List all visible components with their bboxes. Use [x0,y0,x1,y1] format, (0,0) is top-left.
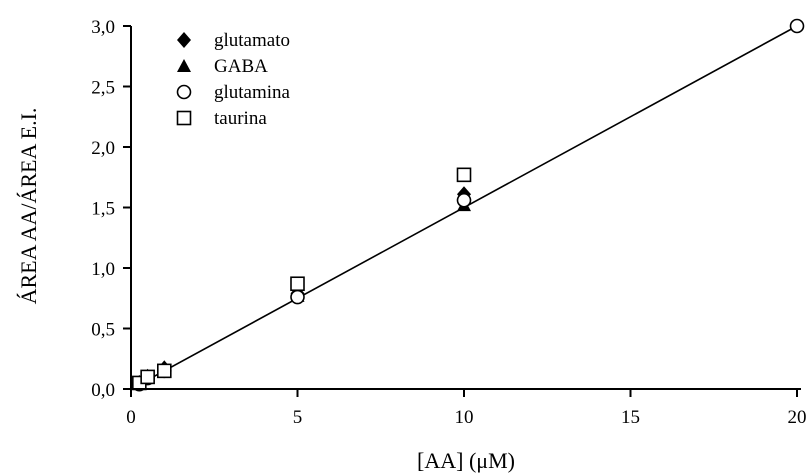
x-tick-label: 20 [788,407,807,428]
x-tick-label: 0 [126,407,136,428]
y-axis-title: ÁREA AA/ÁREA E.I. [16,108,41,305]
y-tick-label: 2,0 [91,138,115,159]
legend-label-gaba: GABA [214,56,268,77]
y-tick-label: 2,5 [91,78,115,99]
legend-label-taurina: taurina [214,108,267,129]
legend-marker-gaba [177,59,191,72]
y-tick-label: 3,0 [91,17,115,38]
taurina-point [456,167,472,183]
legend-marker-taurina [176,110,192,126]
glutamina-point [456,192,472,208]
legend-marker-glutamina [176,84,192,100]
taurina-point [140,369,155,385]
y-tick-label: 1,0 [91,259,115,280]
y-tick-label: 1,5 [91,199,115,220]
axis-ticks: 0 5 10 15 20 0,0 0,5 1,0 1,5 2,0 2,5 3,0 [91,17,806,428]
legend-marker-glutamato [177,32,191,48]
legend-label-glutamina: glutamina [214,82,291,103]
glutamina-point [789,18,805,34]
plot-area [130,18,805,392]
x-tick-label: 10 [455,407,474,428]
glutamina-point [290,289,305,305]
y-tick-label: 0,0 [91,380,115,401]
legend: glutamato GABA glutamina taurina [176,30,291,129]
taurina-point [157,363,172,379]
legend-label-glutamato: glutamato [214,30,290,51]
x-axis-title: [AA] (μM) [417,448,515,473]
y-tick-label: 0,5 [91,320,115,341]
x-tick-label: 15 [621,407,640,428]
taurina-point [290,276,305,292]
x-tick-label: 5 [293,407,303,428]
